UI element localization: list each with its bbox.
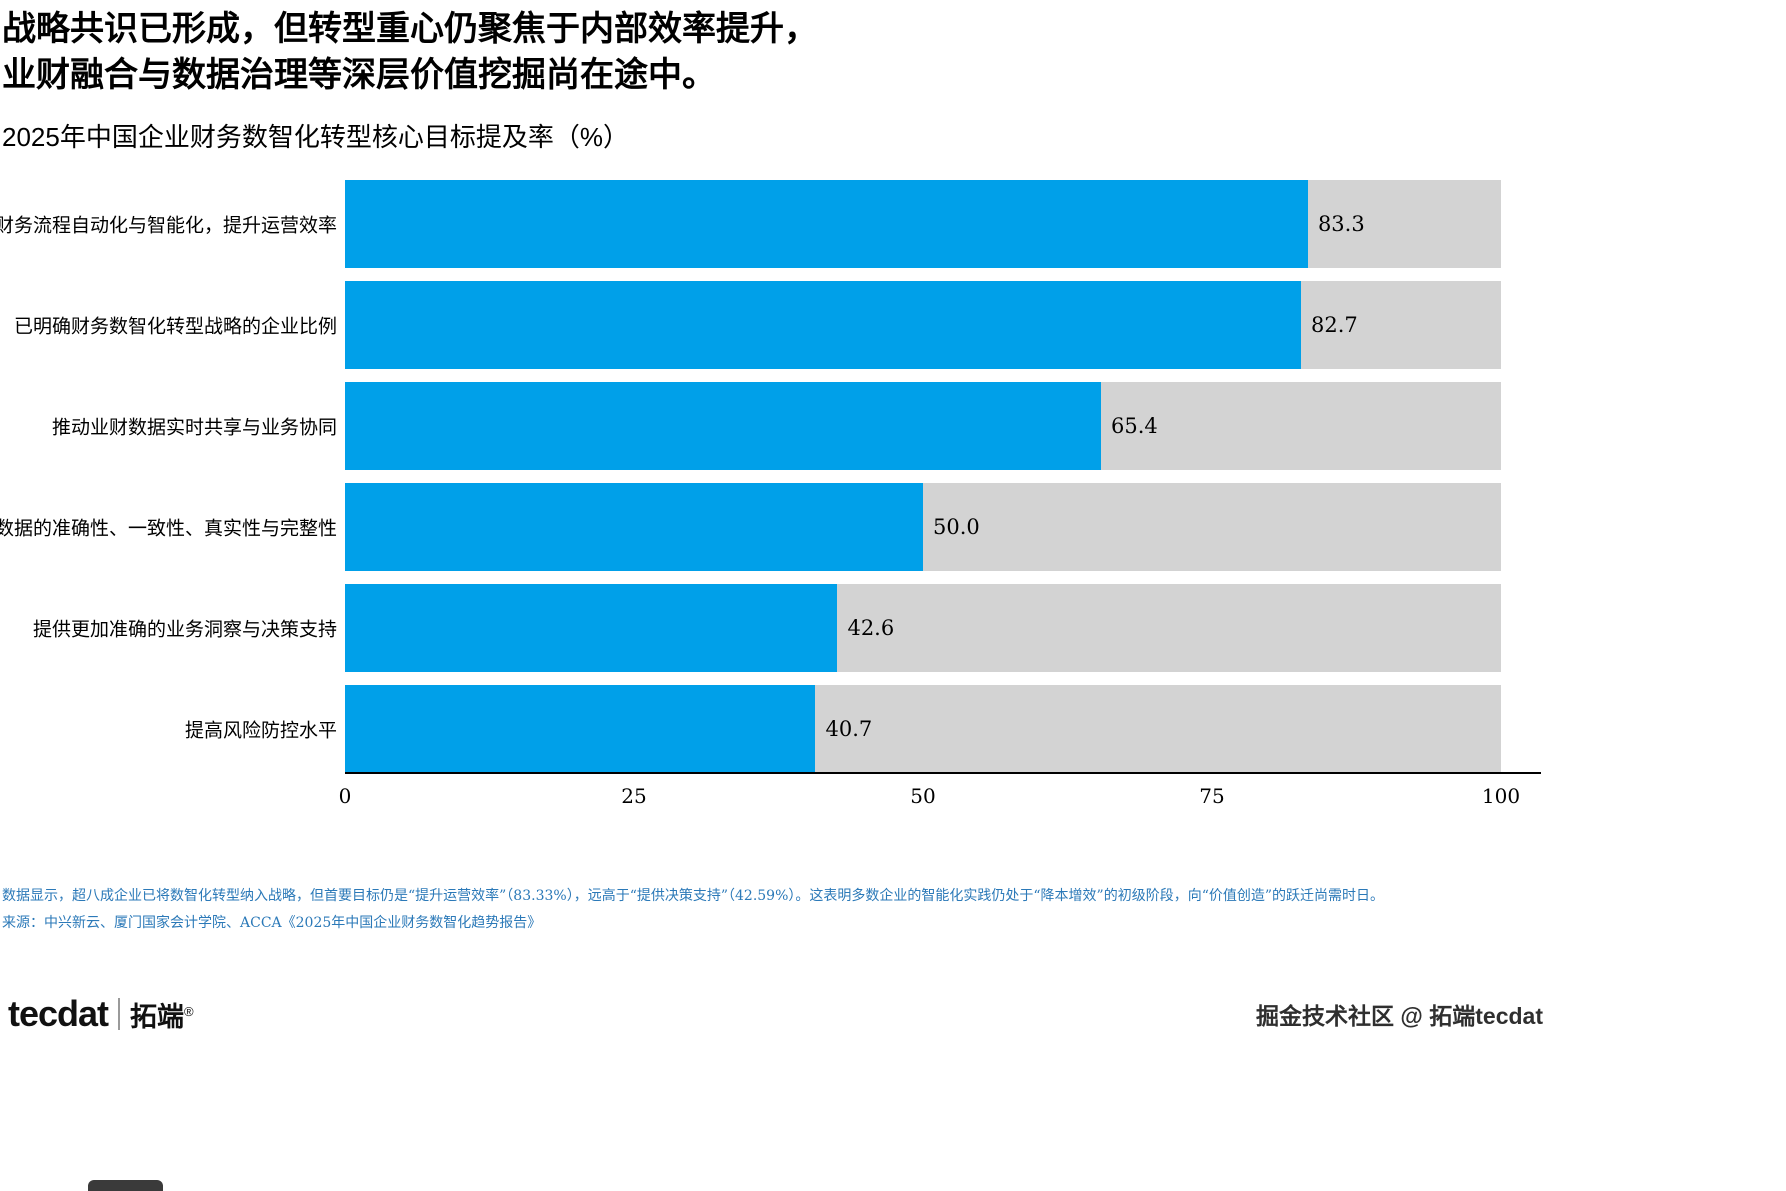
bar-track: 82.7 bbox=[345, 281, 1501, 369]
chart-title-line1: 战略共识已形成，但转型重心仍聚焦于内部效率提升， bbox=[2, 10, 818, 48]
bar-fill bbox=[345, 382, 1102, 470]
category-label: 增强数据的准确性、一致性、真实性与完整性 bbox=[0, 517, 337, 540]
category-label-cell: 推动业财数据实时共享与业务协同 bbox=[0, 382, 345, 470]
category-label: 推动业财数据实时共享与业务协同 bbox=[51, 416, 337, 439]
logo-text-cn: 拓端® bbox=[130, 1001, 194, 1032]
watermark: 掘金技术社区 @ 拓端tecdat bbox=[1256, 1003, 1543, 1029]
x-axis-line bbox=[345, 772, 1541, 774]
category-label: 提供更加准确的业务洞察与决策支持 bbox=[32, 618, 337, 641]
category-label-cell: 增强数据的准确性、一致性、真实性与完整性 bbox=[0, 483, 345, 571]
x-tick-label: 0 bbox=[338, 784, 352, 808]
x-axis-ticks: 0 25 50 75 100 bbox=[339, 784, 1520, 814]
source-note: 来源：中兴新云、厦门国家会计学院、ACCA《2025年中国企业财务数智化趋势报告… bbox=[2, 915, 542, 931]
bar-rows: 推进财务流程自动化与智能化，提升运营效率 83.3 已明确财务数智化转型战略的企业比… bbox=[0, 180, 1501, 773]
category-label-cell: 提供更加准确的业务洞察与决策支持 bbox=[0, 584, 345, 672]
bar-track: 40.7 bbox=[345, 685, 1501, 773]
bar-row: 提高风险防控水平 40.7 bbox=[0, 685, 1501, 773]
bar-track: 42.6 bbox=[345, 584, 1501, 672]
footnote: 数据显示，超八成企业已将数智化转型纳入战略，但首要目标仍是“提升运营效率”（83… bbox=[2, 888, 1385, 904]
chart-title: 战略共识已形成，但转型重心仍聚焦于内部效率提升， 业财融合与数据治理等深层价值挖… bbox=[2, 6, 818, 98]
value-label: 65.4 bbox=[1111, 414, 1158, 438]
bar-fill bbox=[345, 685, 816, 773]
value-label: 82.7 bbox=[1311, 313, 1358, 337]
bar-fill bbox=[345, 584, 838, 672]
bar-fill bbox=[345, 483, 923, 571]
category-label: 已明确财务数智化转型战略的企业比例 bbox=[13, 315, 337, 338]
category-label-cell: 已明确财务数智化转型战略的企业比例 bbox=[0, 281, 345, 369]
chart-subtitle: 2025年中国企业财务数智化转型核心目标提及率（%） bbox=[2, 122, 629, 152]
category-label: 提高风险防控水平 bbox=[184, 719, 337, 742]
bar-fill bbox=[345, 180, 1308, 268]
bar-row: 推进财务流程自动化与智能化，提升运营效率 83.3 bbox=[0, 180, 1501, 268]
registered-mark: ® bbox=[184, 1003, 194, 1019]
x-tick-label: 75 bbox=[1199, 784, 1225, 808]
cropped-bottom-element bbox=[88, 1180, 163, 1191]
x-tick-label: 50 bbox=[910, 784, 936, 808]
value-label: 50.0 bbox=[933, 515, 980, 539]
bar-row: 已明确财务数智化转型战略的企业比例 82.7 bbox=[0, 281, 1501, 369]
bar-fill bbox=[345, 281, 1301, 369]
brand-logo: tecdat 拓端® bbox=[8, 993, 194, 1035]
value-label: 83.3 bbox=[1317, 212, 1365, 236]
value-label: 42.6 bbox=[847, 616, 895, 640]
bar-row: 推动业财数据实时共享与业务协同 65.4 bbox=[0, 382, 1501, 470]
chart-title-line2: 业财融合与数据治理等深层价值挖掘尚在途中。 bbox=[2, 56, 716, 94]
x-tick-label: 25 bbox=[621, 784, 647, 808]
logo-divider bbox=[118, 998, 121, 1030]
value-label: 40.7 bbox=[825, 717, 873, 741]
bar-track: 65.4 bbox=[345, 382, 1501, 470]
category-label: 推进财务流程自动化与智能化，提升运营效率 bbox=[0, 214, 337, 237]
category-label-cell: 提高风险防控水平 bbox=[0, 685, 345, 773]
category-label-cell: 推进财务流程自动化与智能化，提升运营效率 bbox=[0, 180, 345, 268]
bar-track: 83.3 bbox=[345, 180, 1501, 268]
bar-row: 增强数据的准确性、一致性、真实性与完整性 50.0 bbox=[0, 483, 1501, 571]
bar-row: 提供更加准确的业务洞察与决策支持 42.6 bbox=[0, 584, 1501, 672]
bar-track: 50.0 bbox=[345, 483, 1501, 571]
x-tick-label: 100 bbox=[1481, 784, 1521, 808]
logo-text-en: tecdat bbox=[8, 993, 109, 1034]
